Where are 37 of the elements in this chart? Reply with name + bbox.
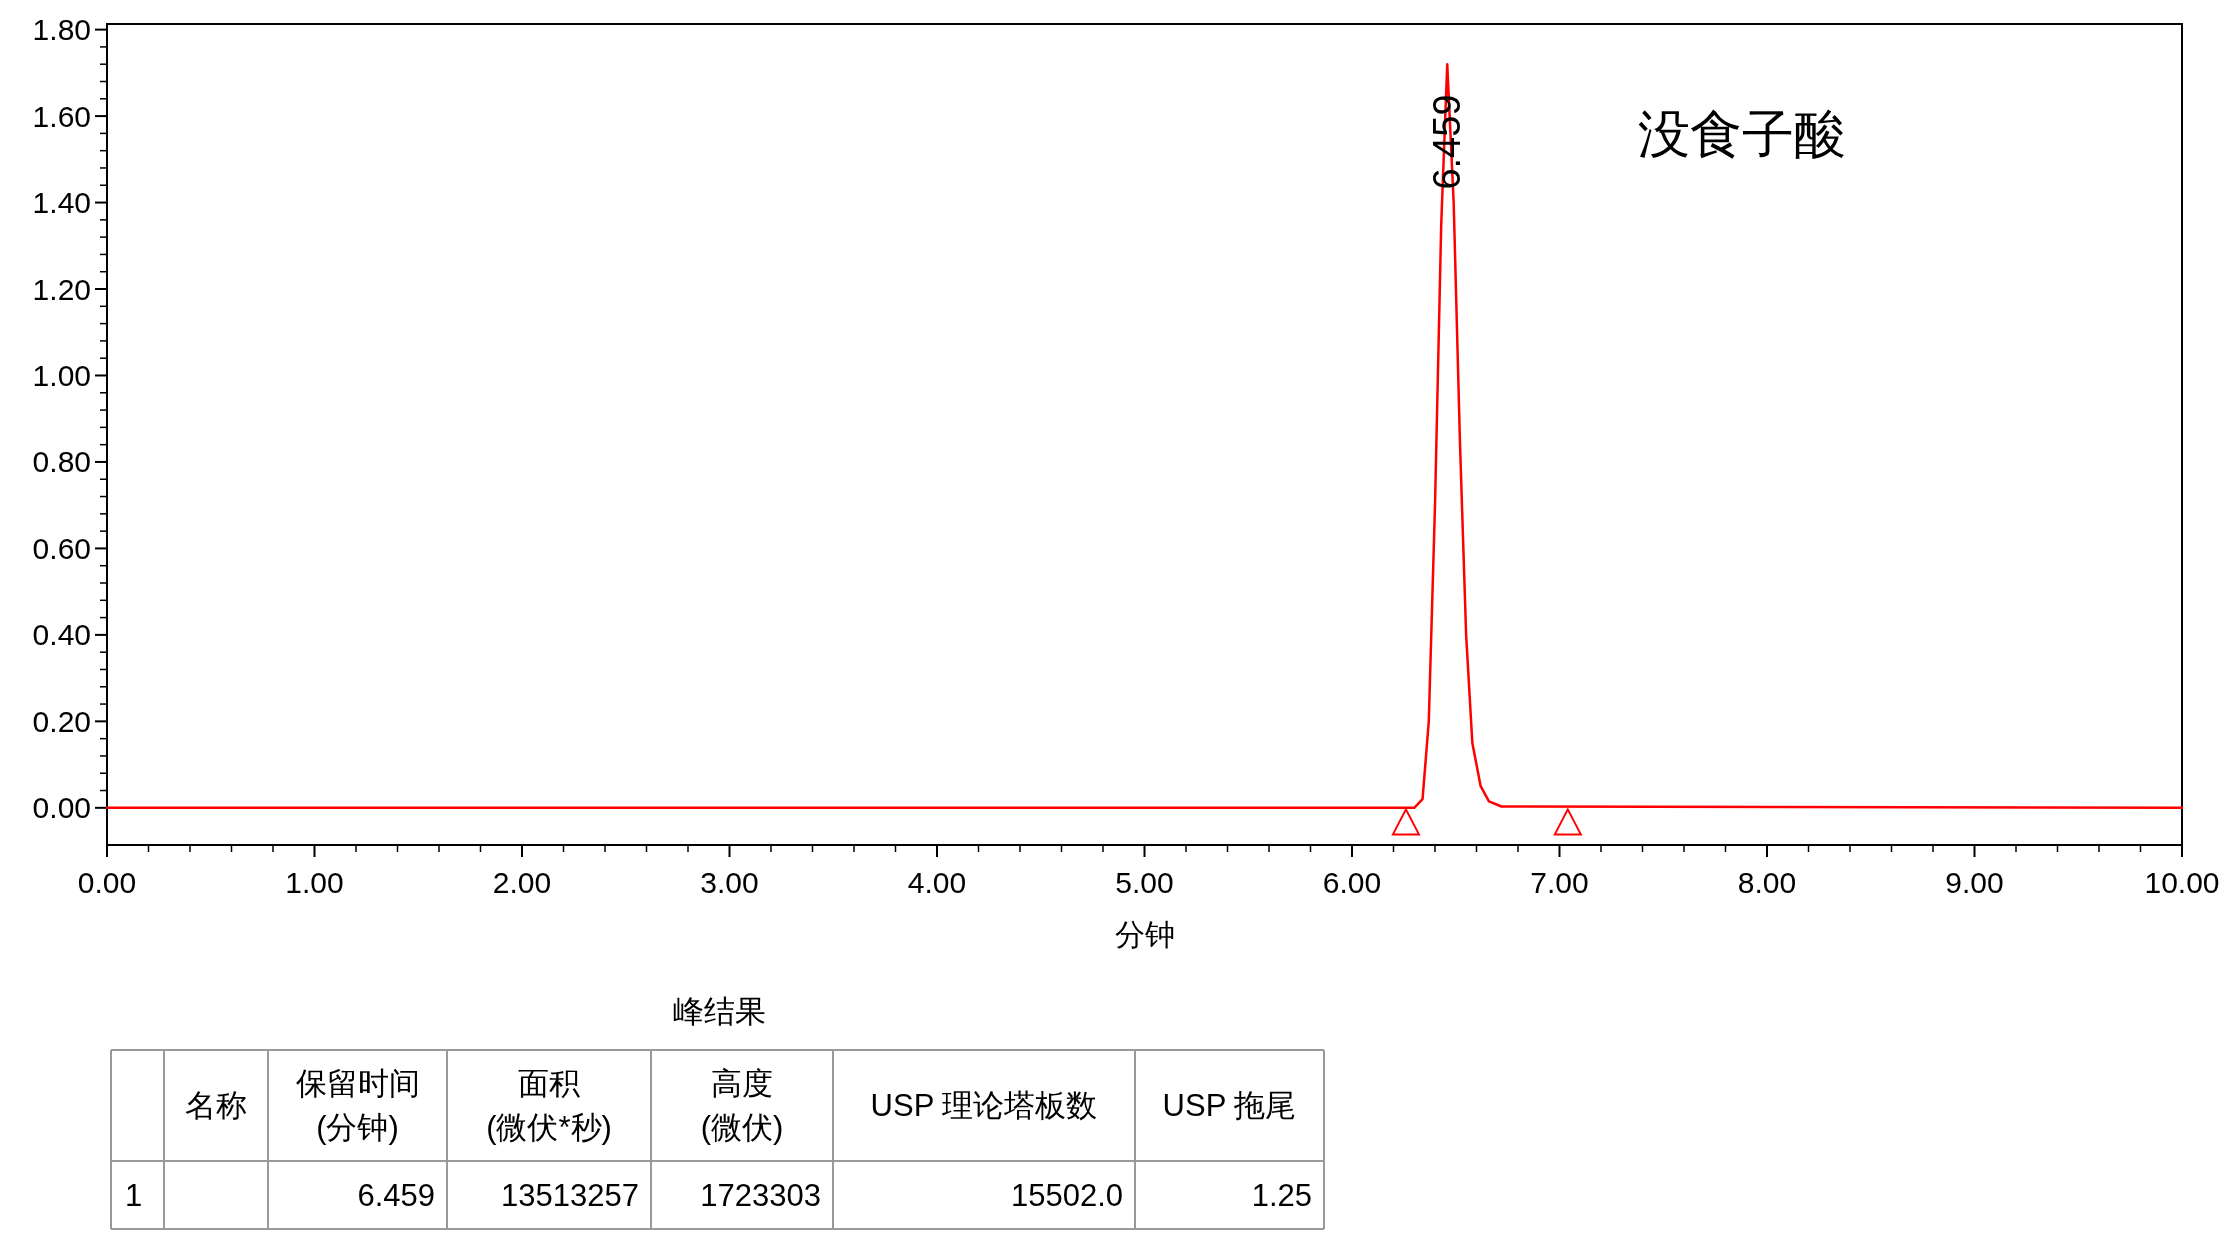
category-label: USP 拖尾	[1162, 1088, 1297, 1123]
category-label: 面积 (微伏*秒)	[486, 1066, 612, 1145]
x-tick-label: 3.00	[700, 866, 759, 899]
y-tick-label: 1.80	[32, 13, 91, 47]
y-tick-label: 1.60	[32, 99, 91, 133]
x-tick-label: 0.00	[77, 866, 137, 899]
text: 1.25	[1251, 1177, 1312, 1213]
x-tick-label: 4.00	[907, 866, 967, 899]
y-tick-label: 0.00	[32, 791, 91, 825]
y-tick-label: 0.40	[32, 618, 91, 652]
y-tick-label: 0.60	[32, 531, 91, 565]
annotation: 6.459	[1426, 94, 1469, 190]
category-label: 保留时间 (分钟)	[295, 1066, 420, 1145]
x-tick-label: 9.00	[1945, 866, 2004, 899]
y-tick-label: 0.80	[32, 445, 91, 479]
y-tick-label: 1.00	[32, 358, 91, 392]
text: 1	[125, 1177, 143, 1213]
category-label: 高度 (微伏)	[700, 1066, 784, 1145]
x-tick-label: 1.00	[285, 866, 344, 899]
x-tick-label: 2.00	[492, 866, 552, 899]
x-axis-title: 分钟	[1114, 918, 1175, 951]
text: 6.459	[357, 1177, 435, 1213]
x-tick-label: 8.00	[1737, 866, 1797, 899]
annotation: 没食子酸	[1638, 105, 1847, 163]
y-tick-label: 1.20	[32, 272, 91, 306]
text: 峰结果	[672, 994, 766, 1029]
text: 15502.0	[1010, 1177, 1123, 1213]
y-tick-label: 1.40	[32, 186, 91, 220]
x-tick-label: 10.00	[2144, 866, 2220, 899]
x-tick-label: 7.00	[1530, 866, 1589, 899]
y-tick-label: 0.20	[32, 704, 91, 738]
x-tick-label: 5.00	[1115, 866, 1174, 899]
category-label: USP 理论塔板数	[870, 1088, 1098, 1123]
text: 1723303	[700, 1177, 821, 1213]
text: 13513257	[501, 1177, 639, 1213]
x-tick-label: 6.00	[1322, 866, 1382, 899]
category-label: 名称	[185, 1088, 247, 1123]
